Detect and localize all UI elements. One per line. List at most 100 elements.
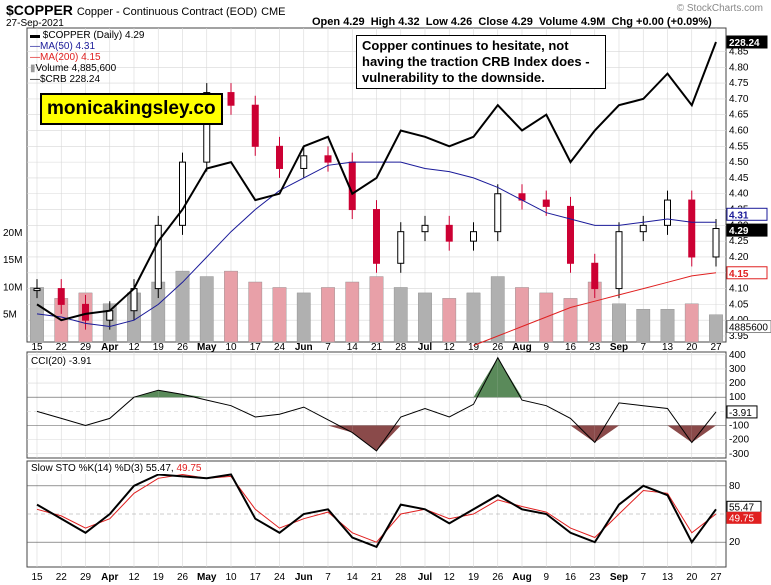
cci-oversold-fill bbox=[691, 425, 716, 443]
price-tick-label: 4.25 bbox=[729, 236, 749, 247]
candle-body bbox=[57, 288, 65, 305]
x-tick-label: 23 bbox=[589, 342, 601, 353]
x-tick-label-bottom: 17 bbox=[250, 572, 262, 583]
low-value: 4.26 bbox=[450, 16, 473, 28]
close-tag-box bbox=[726, 223, 768, 237]
legend-price: ▬ $COPPER (Daily) 4.29 bbox=[30, 30, 145, 41]
close-value: 4.29 bbox=[511, 16, 533, 28]
x-tick-label-bottom: 23 bbox=[589, 572, 601, 583]
price-tick-label: 4.40 bbox=[729, 189, 749, 200]
volume-tick-label: 15M bbox=[3, 255, 22, 266]
candle-body bbox=[33, 288, 41, 292]
volume-bar bbox=[612, 303, 626, 343]
candle-body bbox=[300, 155, 308, 169]
volume-value: 4.9M bbox=[580, 16, 606, 28]
cci-label: CCI(20) -3.91 bbox=[29, 356, 94, 367]
x-tick-label: 12 bbox=[128, 342, 140, 353]
x-tick-label: 15 bbox=[31, 342, 43, 353]
cci-line bbox=[36, 356, 717, 452]
volume-bar bbox=[199, 276, 214, 343]
x-tick-label: 14 bbox=[347, 342, 359, 353]
x-tick-label-bottom: 13 bbox=[662, 572, 674, 583]
x-tick-label-bottom: Apr bbox=[101, 572, 118, 583]
candle-body bbox=[664, 199, 671, 226]
candle-body bbox=[542, 199, 550, 207]
chg-value: +0.00 (+0.09%) bbox=[636, 16, 712, 28]
price-tick-label: 4.70 bbox=[729, 94, 749, 105]
volume-bar bbox=[684, 303, 699, 343]
price-tick-label: 4.05 bbox=[729, 299, 749, 310]
crb-tag-box bbox=[726, 35, 768, 49]
x-tick-label: 16 bbox=[565, 342, 577, 353]
x-tick-label: 21 bbox=[371, 342, 383, 353]
volume-bar bbox=[515, 287, 529, 343]
x-tick-label-bottom: 10 bbox=[225, 572, 237, 583]
volume-bar bbox=[660, 309, 675, 343]
sto-tick-label: 20 bbox=[729, 537, 741, 548]
x-tick-label-bottom: 14 bbox=[347, 572, 359, 583]
crb-tag: 228.24 bbox=[729, 38, 760, 49]
volume-bar bbox=[296, 292, 311, 343]
sto-tick-label: 80 bbox=[729, 481, 741, 492]
x-tick-label-bottom: 29 bbox=[80, 572, 92, 583]
ma50-line bbox=[36, 161, 716, 328]
volume-bar bbox=[563, 298, 578, 343]
cci-oversold-fill bbox=[667, 425, 692, 443]
x-tick-label: 26 bbox=[492, 342, 504, 353]
price-tick-label: 4.20 bbox=[729, 252, 749, 263]
x-tick-label-bottom: 12 bbox=[128, 572, 140, 583]
candle-body bbox=[591, 262, 599, 290]
volume-bar bbox=[709, 314, 723, 343]
volume-bar bbox=[248, 281, 263, 343]
sto-k-line bbox=[36, 473, 717, 549]
x-tick-label: 26 bbox=[177, 342, 189, 353]
x-tick-label-bottom: 26 bbox=[492, 572, 504, 583]
ma50-tag: 4.31 bbox=[729, 210, 749, 221]
x-tick-label: Jun bbox=[295, 342, 313, 353]
candle-body bbox=[639, 224, 647, 233]
volume-tag: 4885600 bbox=[729, 323, 768, 334]
candle-body bbox=[373, 209, 380, 264]
x-tick-label-bottom: May bbox=[197, 572, 217, 583]
cci-tick-label: 200 bbox=[729, 378, 746, 389]
x-tick-label-bottom: 9 bbox=[543, 572, 549, 583]
candle-body bbox=[179, 161, 186, 226]
x-tick-label: Jul bbox=[418, 342, 433, 353]
ma50-tag-box bbox=[726, 207, 768, 221]
cci-overbought-fill bbox=[158, 390, 183, 398]
cci-oversold-fill bbox=[594, 425, 619, 443]
x-tick-label: 19 bbox=[468, 342, 480, 353]
volume-bar bbox=[490, 276, 505, 343]
price-tick-label: 4.75 bbox=[729, 78, 749, 89]
candle-body bbox=[567, 205, 574, 264]
candle-body bbox=[445, 224, 453, 242]
candle-body bbox=[82, 303, 89, 321]
x-tick-label: 19 bbox=[153, 342, 165, 353]
open-value: 4.29 bbox=[343, 16, 365, 28]
price-tick-label: 3.95 bbox=[729, 331, 749, 342]
x-tick-label: 12 bbox=[444, 342, 456, 353]
candle-body bbox=[348, 161, 356, 211]
candle-body bbox=[106, 310, 114, 321]
cci-tick-label: 100 bbox=[729, 392, 746, 403]
crb-line bbox=[36, 41, 717, 322]
stockcharts-stamp[interactable]: © StockCharts.com bbox=[676, 3, 763, 14]
cci-oversold-fill bbox=[328, 425, 353, 433]
volume-bar bbox=[345, 281, 360, 343]
volume-bar bbox=[369, 276, 384, 343]
chart-date: 27-Sep-2021 bbox=[6, 18, 64, 29]
x-tick-label: 24 bbox=[274, 342, 286, 353]
sto-k-tag: 55.47 bbox=[729, 502, 754, 513]
x-tick-label-bottom: 27 bbox=[710, 572, 722, 583]
cci-overbought-fill bbox=[473, 357, 498, 398]
volume-bar bbox=[224, 270, 238, 343]
cci-tag-box bbox=[726, 405, 758, 419]
x-tick-label: 22 bbox=[56, 342, 68, 353]
cci-tick-label: 300 bbox=[729, 364, 746, 375]
x-tick-label-bottom: 20 bbox=[686, 572, 698, 583]
candle-body bbox=[494, 193, 502, 233]
x-tick-label: 9 bbox=[543, 342, 549, 353]
price-tick-label: 4.85 bbox=[729, 46, 749, 57]
x-tick-label-bottom: 16 bbox=[565, 572, 577, 583]
